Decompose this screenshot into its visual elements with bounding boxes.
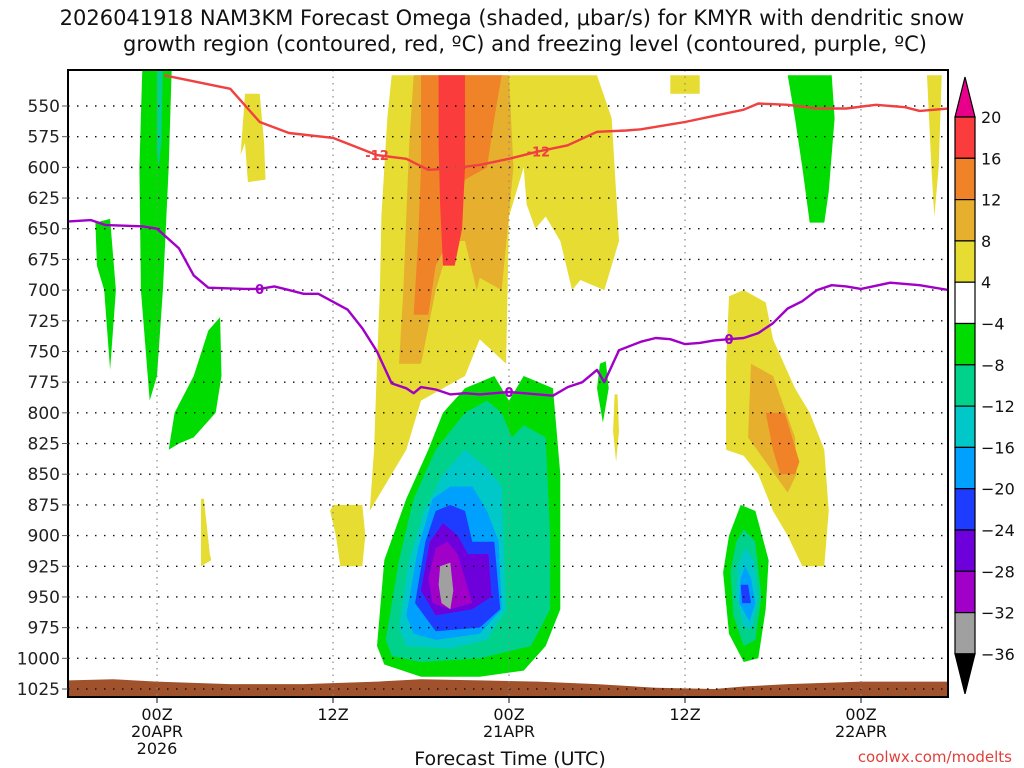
x-tick-label: 22APR (835, 722, 887, 741)
y-tick-label: 800 (28, 404, 60, 424)
y-tick-label: 1000 (17, 649, 60, 669)
colorbar-label: −4 (981, 315, 1005, 334)
colorbar-swatch (954, 281, 976, 325)
contour-label: -12 (365, 149, 389, 164)
y-tick-label: 1025 (17, 680, 60, 700)
chart-title-line-2: growth region (contoured, red, ºC) and f… (123, 32, 927, 56)
colorbar-label: −28 (981, 562, 1015, 581)
shading-region (765, 412, 800, 475)
plot-frame (67, 69, 949, 698)
y-tick-label: 750 (28, 342, 60, 362)
contour-label: 0 (255, 283, 264, 298)
colorbar-swatch (954, 405, 976, 449)
colorbar-swatch (954, 199, 976, 242)
shading-region (438, 562, 454, 610)
colorbar-swatch (954, 322, 976, 366)
y-tick-label: 725 (28, 312, 60, 332)
y-tick-label: 875 (28, 496, 60, 516)
colorbar-under-arrow (954, 653, 976, 695)
shading-region (139, 70, 172, 401)
y-tick-label: 575 (28, 128, 60, 148)
shading-region (201, 498, 212, 567)
y-tick-label: 825 (28, 435, 60, 455)
y-axis-ticks: 550 575 600 625 650 675 700 725 750 775 800 825 850 8… (17, 97, 68, 700)
colorbar: 20 16 12 8 4 −4 −8 −12 −16 −20 −24 −28 −32 −36 (954, 76, 1015, 695)
contour-label: 0 (724, 333, 733, 348)
shading-region (613, 394, 619, 462)
x-tick-label: 20APR (131, 722, 183, 741)
colorbar-swatch (954, 488, 976, 531)
x-tick-label: 00Z (493, 705, 524, 724)
contour-label: -12 (527, 145, 551, 160)
shading-region (740, 584, 751, 604)
y-tick-label: 625 (28, 189, 60, 209)
shading-region (787, 75, 835, 223)
colorbar-label: −12 (981, 397, 1015, 416)
x-axis-label: Forecast Time (UTC) (414, 748, 605, 768)
colorbar-label: −8 (981, 356, 1005, 375)
y-tick-label: 950 (28, 588, 60, 608)
colorbar-label: 20 (981, 108, 1001, 127)
x-tick-label: 2026 (137, 739, 178, 758)
colorbar-label: −24 (981, 521, 1015, 540)
shading-region (95, 218, 116, 370)
credit-text: coolwx.com/modelts (858, 748, 1012, 766)
x-tick-label: 00Z (141, 705, 172, 724)
colorbar-label: 4 (981, 273, 991, 292)
colorbar-swatch (954, 611, 976, 655)
ground-fill (68, 679, 948, 697)
y-tick-label: 650 (28, 220, 60, 240)
colorbar-swatch (954, 240, 976, 283)
shading-region (168, 317, 222, 450)
x-tick-label: 12Z (317, 705, 348, 724)
contour-lines: -12 -12 0 0 0 (68, 74, 948, 401)
colorbar-over-arrow (954, 76, 976, 118)
colorbar-label: −20 (981, 480, 1015, 499)
colorbar-swatch (954, 529, 976, 572)
colorbar-label: −36 (981, 645, 1015, 664)
shading-region (438, 75, 465, 266)
colorbar-swatch (954, 570, 976, 614)
y-tick-label: 550 (28, 97, 60, 117)
shading-region (523, 155, 583, 291)
contour-dendritic-growth-minus12 (164, 74, 948, 171)
plot-area: -12 -12 0 0 0 (68, 70, 948, 697)
y-tick-label: 850 (28, 465, 60, 485)
contour-freezing-level-0 (68, 218, 948, 397)
colorbar-label: 12 (981, 191, 1001, 210)
colorbar-swatch (954, 446, 976, 490)
grid-lines (68, 70, 948, 697)
chart-title-line-1: 2026041918 NAM3KM Forecast Omega (shaded… (60, 6, 965, 30)
y-tick-label: 700 (28, 281, 60, 301)
y-tick-label: 675 (28, 250, 60, 270)
colorbar-swatch (954, 116, 976, 159)
y-tick-label: 775 (28, 373, 60, 393)
x-tick-label: 12Z (669, 705, 700, 724)
y-tick-label: 925 (28, 557, 60, 577)
colorbar-swatch (954, 157, 976, 201)
contour-label: 0 (504, 386, 513, 401)
x-tick-label: 00Z (845, 705, 876, 724)
colorbar-label: 8 (981, 232, 991, 251)
y-tick-label: 600 (28, 158, 60, 178)
colorbar-swatch (954, 364, 976, 407)
x-tick-label: 21APR (483, 722, 535, 741)
shading-region (157, 70, 163, 168)
omega-shading (95, 70, 942, 677)
ground-layer (68, 679, 948, 697)
y-tick-label: 900 (28, 527, 60, 547)
shading-region (240, 93, 266, 183)
colorbar-label: −16 (981, 438, 1015, 457)
y-tick-label: 975 (28, 619, 60, 639)
colorbar-label: −32 (981, 604, 1015, 623)
colorbar-label: 16 (981, 149, 1001, 168)
